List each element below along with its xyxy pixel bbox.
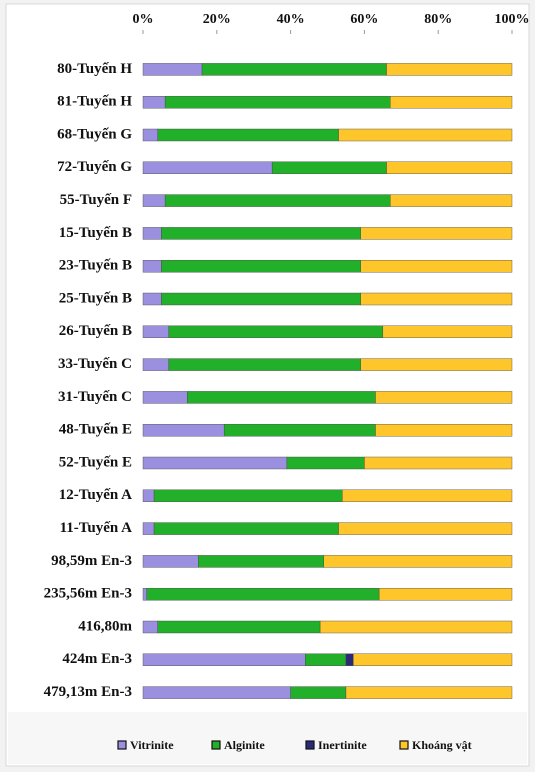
bar-segment <box>390 95 513 109</box>
bar-segment <box>142 588 147 601</box>
bar-segment <box>364 456 513 470</box>
bar-segment <box>164 194 391 207</box>
bar-segment <box>378 588 513 601</box>
bar-segment <box>153 489 343 502</box>
bar-segment <box>161 260 361 273</box>
legend-label: Inertinite <box>318 738 367 752</box>
legend-label: Vitrinite <box>130 738 174 752</box>
bar-segment <box>164 95 391 109</box>
y-tick-label: 15-Tuyến B <box>59 225 132 241</box>
bar-segment <box>142 358 170 371</box>
y-tick-label: 55-Tuyến F <box>60 192 132 208</box>
bar-segment <box>142 686 291 699</box>
y-tick-label: 68-Tuyến G <box>57 126 132 142</box>
y-tick-label: 80-Tuyến H <box>57 61 132 77</box>
legend-panel <box>8 712 527 764</box>
bar-segment <box>168 325 384 338</box>
bar-segment <box>146 588 380 601</box>
y-tick-label: 52-Tuyến E <box>59 454 132 470</box>
bar-segment <box>161 227 361 240</box>
bar-segment <box>168 358 361 371</box>
bar-segment <box>187 391 376 404</box>
legend-label: Khoáng vật <box>412 738 472 752</box>
bar-segment <box>142 522 155 535</box>
bar-segment <box>386 63 513 76</box>
bar-segment <box>271 161 387 175</box>
bar-segment <box>157 620 321 634</box>
x-tick-label: 0% <box>133 12 154 27</box>
legend-swatch <box>211 740 221 750</box>
bar-segment <box>142 653 306 666</box>
bar-segment <box>360 358 513 371</box>
y-tick-label: 98,59m En-3 <box>51 553 132 569</box>
bar-segment <box>142 292 162 306</box>
bar-segment <box>142 555 199 568</box>
bar-segment <box>142 391 188 404</box>
x-tick-label: 80% <box>424 12 452 27</box>
y-tick-label: 12-Tuyến A <box>59 487 132 503</box>
y-tick-label: 235,56m En-3 <box>44 586 132 602</box>
bar-segment <box>142 95 166 109</box>
x-tick-label: 100% <box>495 12 530 27</box>
legend-label: Alginite <box>224 738 265 752</box>
bar-segment <box>375 391 513 404</box>
y-tick-label: 72-Tuyến G <box>57 159 132 175</box>
y-tick-label: 11-Tuyến A <box>60 520 133 536</box>
bar-segment <box>142 325 170 338</box>
bar-segment <box>142 489 155 502</box>
bar-segment <box>390 194 513 207</box>
legend-swatch <box>305 740 315 750</box>
y-tick-label: 25-Tuyến B <box>59 290 132 306</box>
bar-segment <box>198 555 325 568</box>
bar-segment <box>345 653 354 666</box>
bar-segment <box>286 456 365 470</box>
bar-segment <box>319 620 513 634</box>
x-tick-label: 60% <box>350 12 378 27</box>
bar-segment <box>360 292 513 306</box>
bar-segment <box>142 260 162 273</box>
bar-segment <box>142 63 203 76</box>
bar-segment <box>323 555 513 568</box>
y-tick-label: 33-Tuyến C <box>58 356 132 372</box>
y-tick-label: 31-Tuyến C <box>58 389 132 405</box>
bar-segment <box>338 128 513 142</box>
bar-segment <box>353 653 513 666</box>
bar-segment <box>223 424 376 437</box>
y-tick-label: 48-Tuyến E <box>59 422 132 438</box>
x-tick-label: 40% <box>277 12 305 27</box>
y-tick-label: 81-Tuyến H <box>57 94 132 110</box>
bar-segment <box>290 686 347 699</box>
bar-segment <box>142 456 288 470</box>
y-tick-label: 416,80m <box>78 618 132 634</box>
bar-segment <box>142 161 273 175</box>
y-tick-label: 26-Tuyến B <box>59 323 132 339</box>
bar-segment <box>386 161 513 175</box>
bar-segment <box>142 424 225 437</box>
bar-segment <box>338 522 513 535</box>
legend-swatch <box>117 740 127 750</box>
bar-segment <box>305 653 347 666</box>
legend-swatch <box>399 740 409 750</box>
bar-segment <box>360 260 513 273</box>
bar-segment <box>161 292 361 306</box>
x-tick-label: 20% <box>203 12 231 27</box>
bar-segment <box>382 325 513 338</box>
bar-segment <box>142 194 166 207</box>
y-tick-label: 23-Tuyến B <box>59 258 132 274</box>
bar-segment <box>153 522 339 535</box>
bar-segment <box>142 620 158 634</box>
bar-segment <box>157 128 339 142</box>
bar-segment <box>345 686 513 699</box>
bar-segment <box>375 424 513 437</box>
bar-segment <box>142 128 158 142</box>
bar-segment <box>201 63 387 76</box>
bar-segment <box>360 227 513 240</box>
y-tick-label: 479,13m En-3 <box>44 684 132 700</box>
y-tick-label: 424m En-3 <box>62 651 132 667</box>
bar-segment <box>142 227 162 240</box>
bar-segment <box>342 489 513 502</box>
